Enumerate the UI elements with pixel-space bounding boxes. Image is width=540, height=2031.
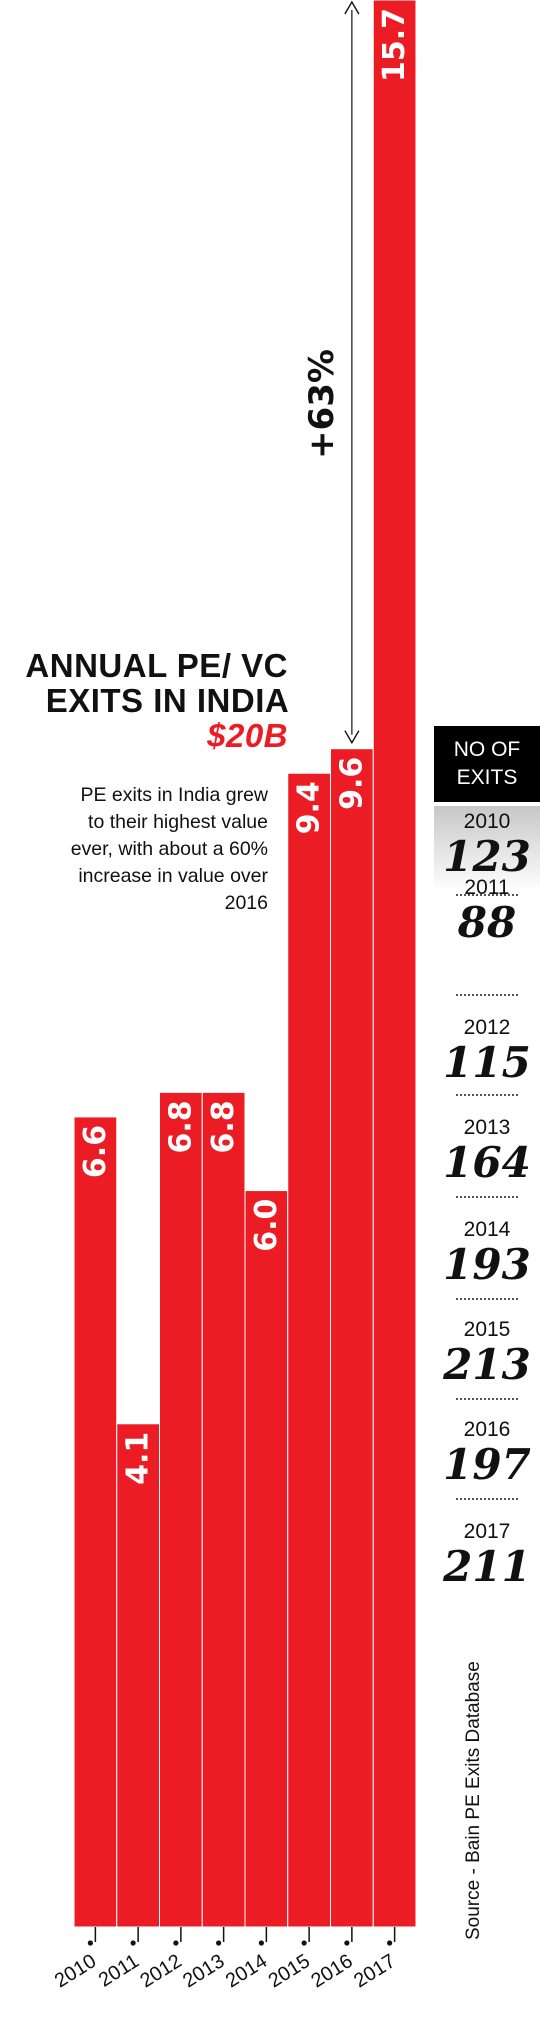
- exits-divider: [456, 1498, 518, 1500]
- bar-value-label: 9.4: [292, 781, 327, 834]
- exits-year: 2017: [463, 1520, 511, 1543]
- exits-count: 197: [443, 1440, 531, 1489]
- exits-item-2014: 2014 193: [434, 1214, 540, 1288]
- bar-value-label: 6.0: [249, 1199, 284, 1252]
- chart-subtitle: PE exits in India grew to their highest …: [70, 784, 268, 914]
- x-tick-label: 2016: [307, 1950, 356, 1992]
- bar-value-label: 15.7: [377, 8, 412, 82]
- source-note: Source - Bain PE Exits Database: [462, 1661, 485, 1940]
- exits-count: 193: [443, 1240, 531, 1289]
- growth-annotation: +63%: [302, 349, 342, 459]
- source-text: Source - Bain PE Exits Database: [463, 1661, 484, 1940]
- bar-2015: [287, 772, 331, 1928]
- x-tick-dot: [344, 1940, 350, 1946]
- exits-divider: [456, 1398, 518, 1400]
- bar-2017: [372, 0, 417, 1928]
- x-tick-dot: [216, 1940, 222, 1946]
- bar-2016: [330, 748, 374, 1928]
- x-tick-label: 2011: [95, 1950, 143, 1991]
- exits-item-2015: 2015 213: [434, 1314, 540, 1388]
- exits-item-2011: 2011 88: [434, 872, 540, 946]
- exits-count: 123: [443, 832, 531, 881]
- exits-count: 213: [443, 1340, 531, 1389]
- chart-title-highlight: $20B: [207, 717, 288, 754]
- exits-count: 88: [457, 898, 517, 947]
- x-tick-dot: [258, 1940, 264, 1946]
- exits-count: 115: [443, 1038, 531, 1087]
- exits-item-2012: 2012 115: [434, 1012, 540, 1086]
- exits-divider: [456, 894, 518, 896]
- x-tick-dot: [87, 1940, 93, 1946]
- bar-2013: [201, 1091, 246, 1928]
- bar-value-label: 6.6: [78, 1125, 113, 1178]
- exits-year: 2011: [464, 876, 510, 899]
- exits-year: 2016: [463, 1418, 511, 1441]
- bar-2011: [116, 1423, 160, 1928]
- arrow-head-up: [344, 0, 360, 15]
- exits-item-2010: 2010 123: [434, 806, 540, 892]
- bar-2010: [73, 1116, 118, 1928]
- x-tick-label: 2017: [350, 1950, 399, 1992]
- bar-2012: [159, 1091, 203, 1928]
- bar-value-label: 6.8: [163, 1100, 198, 1153]
- x-tick-dot: [387, 1940, 393, 1946]
- exits-item-2016: 2016 197: [434, 1414, 540, 1488]
- exits-header: NO OF EXITS: [434, 726, 540, 802]
- x-tick-label: 2014: [222, 1950, 271, 1992]
- arrow-head-down: [344, 730, 360, 745]
- exits-year: 2015: [463, 1318, 511, 1341]
- exits-count: 164: [443, 1138, 531, 1187]
- exits-year: 2010: [463, 810, 511, 833]
- exits-divider: [456, 994, 518, 996]
- exits-divider: [456, 1094, 518, 1096]
- x-tick-dot: [130, 1940, 136, 1946]
- chart-title: ANNUAL PE/ VC EXITS IN INDIA $20B: [0, 648, 288, 753]
- x-tick-dot: [301, 1940, 307, 1946]
- x-tick-label: 2015: [265, 1950, 314, 1992]
- exits-item-2013: 2013 164: [434, 1112, 540, 1186]
- chart-title-text: ANNUAL PE/ VC EXITS IN INDIA: [25, 647, 288, 719]
- exits-year: 2013: [463, 1116, 511, 1139]
- x-tick-label: 2013: [179, 1950, 228, 1992]
- bar-2014: [244, 1190, 289, 1928]
- exits-count: 211: [443, 1542, 531, 1591]
- exits-item-2017: 2017 211: [434, 1516, 540, 1590]
- exits-year: 2014: [463, 1218, 511, 1241]
- bar-value-label: 4.1: [121, 1432, 156, 1485]
- x-tick-dot: [173, 1940, 179, 1946]
- bar-value-label: 9.6: [334, 757, 369, 810]
- exits-divider: [456, 1298, 518, 1300]
- bar-value-label: 6.8: [206, 1100, 241, 1153]
- x-tick-label: 2010: [51, 1950, 100, 1992]
- exits-year: 2012: [463, 1016, 511, 1039]
- exits-divider: [456, 1196, 518, 1198]
- x-tick-label: 2012: [136, 1950, 185, 1992]
